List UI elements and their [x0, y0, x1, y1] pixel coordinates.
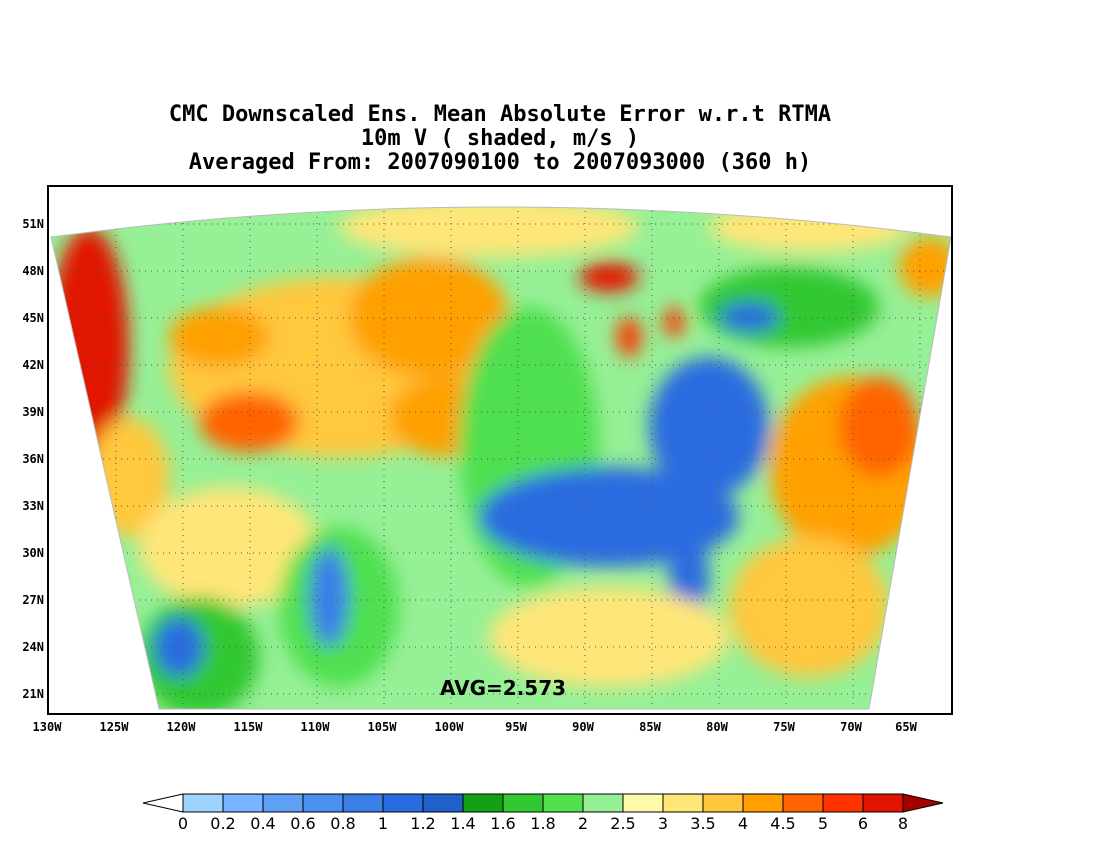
lat-label-39n: 39N	[22, 405, 44, 419]
lon-label-115w: 115W	[233, 720, 263, 734]
map-title-line-2: 10m V ( shaded, m/s )	[360, 126, 640, 151]
colorbar-tick-label: 6	[857, 814, 869, 833]
average-value-label: AVG=2.573	[440, 676, 567, 700]
colorbar-tick-label: 3.5	[690, 814, 716, 833]
colorbar-tick-label: 1.8	[530, 814, 556, 833]
lon-label-95w: 95W	[505, 720, 527, 734]
colorbar-tick-label: 1.6	[490, 814, 516, 833]
lat-label-27n: 27N	[22, 593, 44, 607]
colorbar-arrow-high	[902, 793, 944, 813]
colorbar-box	[862, 793, 904, 813]
lon-label-80w: 80W	[706, 720, 728, 734]
colorbar-tick-label: 2.5	[610, 814, 636, 833]
colorbar-tick-label: 8	[897, 814, 909, 833]
lon-label-100w: 100W	[434, 720, 464, 734]
colorbar-box	[222, 793, 264, 813]
lon-label-105w: 105W	[367, 720, 397, 734]
lat-label-36n: 36N	[22, 452, 44, 466]
colorbar-box	[182, 793, 224, 813]
map-title-line-1: CMC Downscaled Ens. Mean Absolute Error …	[168, 102, 832, 127]
colorbar-box	[342, 793, 384, 813]
lon-label-65w: 65W	[895, 720, 917, 734]
colorbar-tick-label: 1.2	[410, 814, 436, 833]
colorbar-box	[622, 793, 664, 813]
colorbar-tick-label: 1	[377, 814, 389, 833]
lon-label-90w: 90W	[572, 720, 594, 734]
colorbar-tick-label: 0	[177, 814, 189, 833]
lon-label-110w: 110W	[300, 720, 330, 734]
colorbar-box	[462, 793, 504, 813]
colorbar-arrow-low	[142, 793, 184, 813]
colorbar-box	[702, 793, 744, 813]
colorbar-tick-label: 5	[817, 814, 829, 833]
colorbar-tick-label: 2	[577, 814, 589, 833]
colorbar-tick-label: 0.6	[290, 814, 316, 833]
lat-label-45n: 45N	[22, 311, 44, 325]
colorbar-box	[822, 793, 864, 813]
colorbar-box	[662, 793, 704, 813]
map-title-line-3: Averaged From: 2007090100 to 2007093000 …	[188, 150, 812, 175]
colorbar-box	[262, 793, 304, 813]
lon-label-75w: 75W	[773, 720, 795, 734]
colorbar-box	[502, 793, 544, 813]
error-field-map	[50, 206, 951, 710]
shaded-field	[51, 207, 951, 709]
lat-label-48n: 48N	[22, 264, 44, 278]
lat-label-33n: 33N	[22, 499, 44, 513]
colorbar-tick-label: 3	[657, 814, 669, 833]
colorbar-tick-label: 1.4	[450, 814, 476, 833]
colorbar-tick-label: 4	[737, 814, 749, 833]
lat-label-24n: 24N	[22, 640, 44, 654]
domain-outline	[50, 206, 951, 710]
lon-label-130w: 130W	[32, 720, 62, 734]
colorbar-boxes	[142, 793, 944, 813]
colorbar-box	[582, 793, 624, 813]
colorbar-tick-label: 0.2	[210, 814, 236, 833]
colorbar-tick-label: 0.4	[250, 814, 276, 833]
lat-label-51n: 51N	[22, 217, 44, 231]
lon-label-125w: 125W	[99, 720, 129, 734]
lon-label-120w: 120W	[166, 720, 196, 734]
colorbar-box	[302, 793, 344, 813]
lat-label-21n: 21N	[22, 687, 44, 701]
lat-label-42n: 42N	[22, 358, 44, 372]
lat-label-30n: 30N	[22, 546, 44, 560]
colorbar-box	[422, 793, 464, 813]
colorbar-box	[382, 793, 424, 813]
map-frame	[47, 185, 953, 715]
colorbar-box	[542, 793, 584, 813]
colorbar-tick-label: 4.5	[770, 814, 796, 833]
colorbar-tick-label: 0.8	[330, 814, 356, 833]
colorbar	[142, 793, 944, 813]
colorbar-box	[782, 793, 824, 813]
lon-label-85w: 85W	[639, 720, 661, 734]
lon-label-70w: 70W	[840, 720, 862, 734]
colorbar-box	[742, 793, 784, 813]
